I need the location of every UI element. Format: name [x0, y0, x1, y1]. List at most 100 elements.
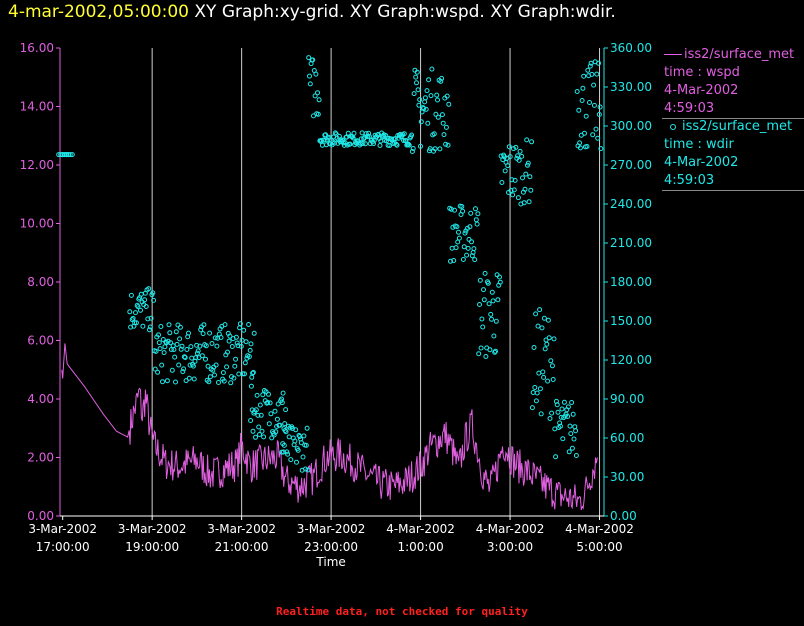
wdir-point	[452, 207, 457, 213]
wdir-point	[481, 287, 486, 293]
y-right-tick-label: 30.00	[610, 470, 644, 484]
legend-text: 4:59:03	[664, 101, 715, 116]
wspd-series-line	[61, 343, 598, 511]
y-right-tick-label: 360.00	[610, 41, 652, 55]
wdir-point	[194, 350, 200, 356]
wdir-point	[303, 442, 309, 448]
wdir-point	[490, 298, 496, 304]
wdir-point	[133, 310, 138, 316]
wdir-point	[247, 347, 253, 353]
wdir-point	[535, 323, 541, 329]
wdir-point	[425, 120, 431, 126]
wdir-point	[549, 363, 555, 369]
wdir-point	[178, 346, 184, 352]
wdir-point	[589, 71, 595, 77]
wdir-point	[266, 421, 272, 427]
wdir-point	[231, 375, 237, 381]
wdir-point	[195, 348, 201, 354]
wdir-point	[161, 350, 167, 356]
wdir-point	[258, 412, 264, 418]
wdir-point	[432, 146, 438, 152]
wdir-point	[186, 330, 191, 336]
wdir-point	[182, 355, 188, 360]
wdir-point	[587, 63, 593, 69]
wdir-point	[525, 162, 530, 168]
wdir-point	[209, 341, 215, 346]
wdir-point	[511, 146, 516, 152]
wdir-point	[189, 355, 195, 361]
wdir-point	[250, 428, 256, 434]
wdir-point	[416, 102, 422, 108]
legend-separator	[662, 118, 804, 119]
wdir-point	[283, 407, 289, 413]
wdir-point	[177, 336, 183, 342]
wdir-point	[482, 270, 488, 276]
wdir-point	[468, 210, 474, 216]
wdir-point	[221, 378, 227, 384]
wdir-point	[571, 436, 577, 442]
wdir-point	[174, 341, 180, 347]
wdir-point	[160, 379, 165, 385]
wdir-point	[186, 375, 192, 381]
wdir-point	[164, 378, 170, 384]
wdir-point	[319, 137, 324, 143]
y-right-tick-label: 210.00	[610, 236, 652, 250]
wdir-point	[539, 325, 545, 331]
wdir-point	[213, 362, 219, 368]
wdir-point	[160, 337, 166, 342]
wdir-point	[281, 449, 286, 455]
x-tick-label: 23:00:00	[304, 540, 358, 554]
wdir-point	[255, 412, 261, 418]
wdir-point	[454, 224, 460, 230]
wdir-point	[226, 338, 232, 344]
wdir-point	[537, 307, 543, 313]
wdir-point	[222, 322, 228, 328]
wdir-point	[176, 362, 182, 368]
wdir-point	[584, 144, 590, 149]
wdir-point	[310, 57, 316, 63]
x-tick-label: 3-Mar-2002	[118, 522, 187, 536]
wdir-point	[570, 411, 576, 417]
wdir-point	[546, 335, 552, 341]
wdir-point	[132, 320, 138, 326]
wdir-point	[315, 90, 320, 96]
wdir-point	[212, 372, 217, 378]
wdir-point	[215, 335, 221, 341]
wdir-point	[180, 369, 186, 375]
wdir-point	[559, 406, 565, 412]
wdir-point	[233, 334, 239, 340]
wdir-point	[461, 244, 467, 250]
wdir-point	[253, 407, 259, 413]
wdir-point	[522, 186, 528, 192]
wdir-point	[319, 142, 325, 148]
wdir-point	[537, 386, 543, 392]
wdir-point	[439, 112, 445, 118]
legend-circle-marker	[670, 123, 676, 130]
wdir-point	[183, 378, 189, 384]
wdir-point	[569, 400, 575, 405]
wdir-point	[582, 130, 587, 136]
y-right-tick-label: 300.00	[610, 119, 652, 133]
wdir-point	[242, 360, 248, 366]
wdir-point	[515, 153, 521, 159]
wdir-point	[566, 449, 572, 455]
x-tick-label: 19:00:00	[125, 540, 179, 554]
wdir-point	[411, 91, 417, 97]
wdir-point	[200, 331, 206, 337]
wdir-point	[557, 423, 563, 429]
wdir-point	[583, 113, 589, 119]
wdir-point	[250, 369, 256, 375]
wdir-point	[155, 369, 161, 375]
wdir-point	[466, 236, 472, 242]
wdir-point	[530, 390, 536, 395]
wdir-point	[474, 221, 480, 227]
wdir-point	[216, 380, 221, 385]
wdir-point	[431, 131, 437, 137]
wdir-point	[548, 358, 554, 364]
wdir-point	[544, 341, 550, 347]
wdir-point	[145, 316, 151, 322]
wdir-point	[545, 378, 551, 384]
wdir-point	[169, 367, 175, 373]
wdir-point	[465, 245, 471, 251]
legend-separator	[662, 190, 804, 191]
